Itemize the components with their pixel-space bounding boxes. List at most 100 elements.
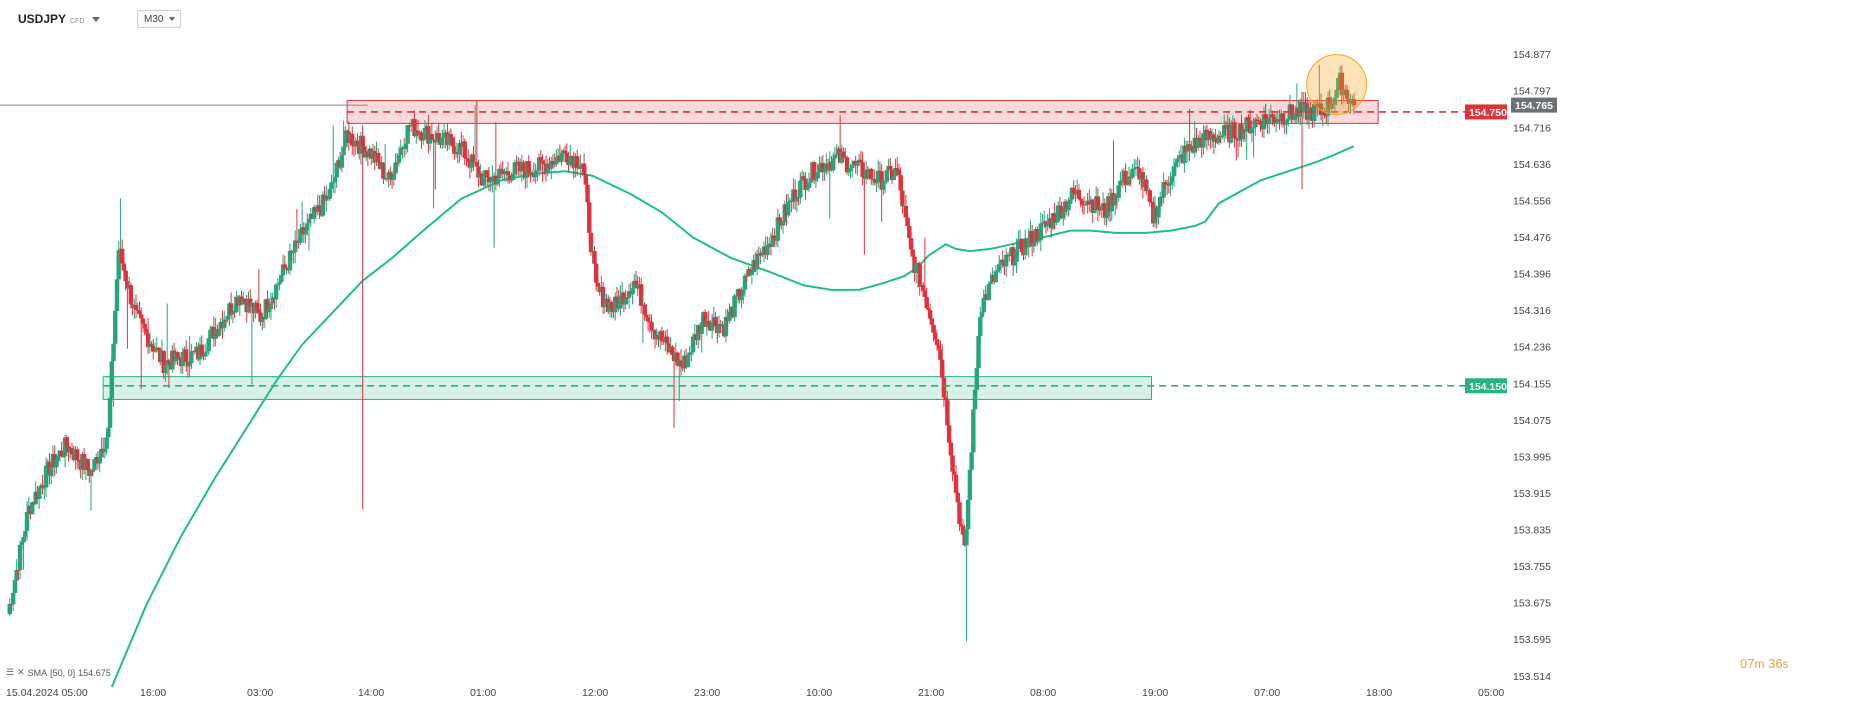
candle bbox=[7, 598, 12, 617]
candle bbox=[500, 160, 505, 180]
candle bbox=[1339, 65, 1345, 105]
candle bbox=[329, 174, 334, 194]
candle bbox=[924, 287, 929, 309]
candle bbox=[893, 158, 898, 177]
candle bbox=[268, 292, 274, 321]
candle bbox=[642, 302, 647, 321]
y-tick-label: 154.716 bbox=[1513, 122, 1551, 134]
candle bbox=[670, 344, 675, 355]
candle bbox=[9, 602, 14, 612]
candle bbox=[1156, 203, 1161, 225]
candle bbox=[381, 162, 386, 184]
candle bbox=[813, 169, 819, 189]
candle bbox=[578, 154, 583, 179]
close-icon[interactable]: ✕ bbox=[17, 667, 25, 677]
candle bbox=[1004, 248, 1009, 277]
y-tick-label: 154.556 bbox=[1513, 195, 1551, 207]
candle bbox=[350, 126, 355, 155]
candle bbox=[21, 535, 26, 570]
x-tick-label: 15.04.2024 05:00 bbox=[6, 687, 88, 699]
candle bbox=[1348, 93, 1353, 114]
candle bbox=[659, 327, 665, 346]
x-tick-label: 03:00 bbox=[247, 687, 273, 699]
candle bbox=[490, 165, 495, 193]
candle bbox=[1344, 84, 1350, 102]
symbol-name: USDJPY bbox=[18, 12, 67, 26]
candle-countdown: 07m 36s bbox=[1740, 656, 1789, 671]
settings-icon[interactable]: ☰ bbox=[6, 667, 15, 677]
candle bbox=[602, 292, 608, 314]
candle bbox=[1095, 188, 1101, 222]
candle bbox=[841, 147, 846, 163]
candle bbox=[305, 213, 310, 236]
candle bbox=[600, 281, 606, 314]
candle bbox=[786, 193, 791, 218]
candle bbox=[152, 342, 158, 353]
chevron-down-icon[interactable] bbox=[92, 16, 101, 22]
candle bbox=[900, 181, 905, 214]
chevron-down-icon bbox=[169, 17, 176, 21]
candle bbox=[881, 175, 886, 196]
candle bbox=[1280, 112, 1286, 128]
candle bbox=[1351, 93, 1357, 115]
candle bbox=[964, 517, 969, 642]
candle bbox=[474, 100, 480, 178]
candle bbox=[914, 262, 919, 284]
x-tick-label: 18:00 bbox=[1366, 687, 1392, 699]
candle bbox=[794, 193, 800, 213]
indicator-name: SMA bbox=[27, 667, 48, 678]
candle bbox=[1301, 92, 1306, 119]
y-tick-label: 154.797 bbox=[1513, 86, 1551, 98]
instrument-type-label: CFD bbox=[70, 17, 85, 25]
candle bbox=[289, 249, 294, 262]
candle bbox=[965, 496, 971, 537]
candle bbox=[860, 151, 865, 186]
candle bbox=[1123, 163, 1128, 193]
candle bbox=[981, 289, 986, 314]
candle bbox=[889, 166, 895, 184]
candle bbox=[1273, 113, 1279, 133]
candle bbox=[111, 334, 116, 407]
candle bbox=[405, 125, 410, 153]
x-tick-label: 01:00 bbox=[470, 687, 496, 699]
candle bbox=[16, 568, 21, 581]
candle bbox=[256, 269, 262, 316]
candle bbox=[88, 468, 94, 511]
y-tick-label: 154.396 bbox=[1513, 269, 1551, 281]
x-tick-label: 07:00 bbox=[1254, 687, 1280, 699]
candle bbox=[14, 559, 19, 591]
candle bbox=[933, 326, 938, 341]
candle bbox=[69, 442, 75, 455]
candle bbox=[953, 465, 959, 494]
candle bbox=[803, 172, 808, 200]
timeframe-select[interactable]: M30 bbox=[137, 10, 182, 28]
candle bbox=[40, 474, 45, 495]
candle bbox=[164, 303, 170, 376]
countdown-minutes: 07 bbox=[1740, 656, 1755, 671]
candle bbox=[1322, 107, 1327, 119]
sma-line bbox=[110, 145, 1355, 688]
candle bbox=[1144, 175, 1149, 195]
candle bbox=[1332, 95, 1338, 112]
candle bbox=[1272, 114, 1277, 127]
candle bbox=[507, 174, 512, 184]
instrument-selector[interactable]: USDJPY CFD bbox=[18, 10, 101, 28]
candle bbox=[832, 146, 838, 165]
indicator-legend: ☰ ✕ SMA [50, 0] 154.675 bbox=[6, 667, 111, 678]
candle bbox=[59, 441, 64, 458]
candle bbox=[564, 143, 569, 164]
svg-text:154.750: 154.750 bbox=[1469, 107, 1507, 119]
candle bbox=[1116, 183, 1121, 202]
candle bbox=[292, 230, 298, 264]
support-price-tag: 154.150 bbox=[1465, 378, 1507, 394]
candle bbox=[429, 122, 435, 141]
candle bbox=[273, 283, 279, 308]
y-tick-label: 153.595 bbox=[1513, 634, 1551, 646]
candle bbox=[623, 289, 628, 310]
candle bbox=[502, 168, 507, 182]
candle bbox=[199, 335, 204, 358]
candle bbox=[1289, 104, 1294, 124]
x-tick-label: 08:00 bbox=[1030, 687, 1056, 699]
candle bbox=[36, 486, 42, 509]
